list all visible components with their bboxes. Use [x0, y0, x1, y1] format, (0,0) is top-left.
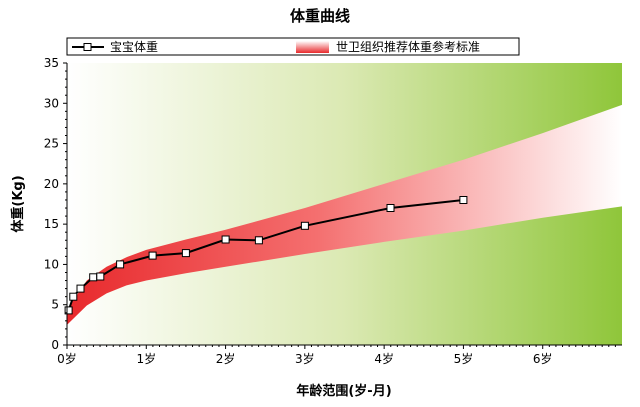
y-tick-label: 20	[44, 177, 59, 191]
baby-weight-point	[76, 284, 85, 293]
baby-weight-point	[300, 221, 309, 230]
ticks-layer: 0 5 10 15 20 25 30 35 0岁 1岁 2岁 3岁 4岁 5岁 6岁	[44, 56, 616, 366]
legend: 宝宝体重 世卫组织推荐体重参考标准	[66, 37, 520, 56]
baby-weight-point	[116, 260, 125, 269]
y-tick-label: 15	[44, 217, 59, 231]
baby-weight-point	[69, 292, 78, 301]
baby-weight-point	[89, 273, 98, 282]
y-tick-label: 30	[44, 96, 59, 110]
y-tick-label: 25	[44, 137, 59, 151]
baby-weight-point	[254, 236, 263, 245]
legend-swatch-who-standard	[296, 41, 329, 53]
x-tick-label: 5岁	[454, 351, 474, 366]
y-tick-label: 5	[51, 298, 59, 312]
chart-title: 体重曲线	[290, 7, 350, 25]
x-tick-label: 1岁	[136, 351, 156, 366]
baby-weight-point	[64, 306, 73, 315]
x-tick-label: 2岁	[216, 351, 236, 366]
x-tick-label: 6岁	[533, 351, 553, 366]
baby-weight-point	[386, 204, 395, 212]
y-tick-label: 0	[51, 338, 59, 352]
x-axis-title: 年龄范围(岁-月)	[296, 383, 391, 399]
y-axis-title: 体重(Kg)	[10, 175, 26, 232]
legend-box	[66, 37, 520, 56]
legend-marker-baby-weight	[83, 43, 92, 51]
baby-weight-point	[459, 196, 468, 204]
y-tick-label: 10	[44, 257, 59, 271]
baby-weight-point	[181, 249, 190, 258]
reference-band-layer	[67, 104, 622, 325]
y-tick-label: 35	[44, 56, 59, 70]
baby-weight-point	[221, 235, 230, 244]
baby-weight-point	[96, 272, 105, 281]
baby-weight-layer	[64, 196, 468, 315]
legend-label-baby-weight: 宝宝体重	[110, 40, 158, 54]
who-reference-band	[67, 104, 622, 325]
baby-weight-point	[148, 251, 157, 260]
x-tick-label: 4岁	[374, 351, 394, 366]
x-tick-label: 0岁	[57, 351, 77, 366]
x-tick-label: 3岁	[295, 351, 315, 366]
legend-label-who-standard: 世卫组织推荐体重参考标准	[336, 39, 480, 54]
